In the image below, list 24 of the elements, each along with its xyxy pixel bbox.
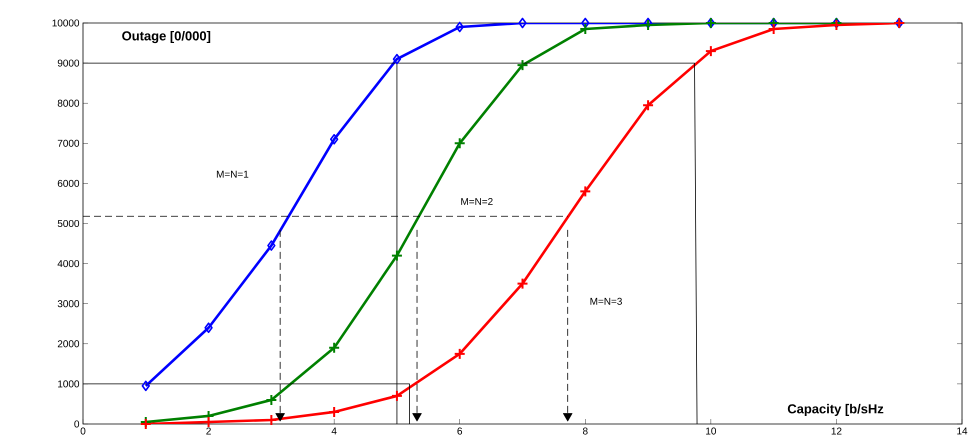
y-tick-label: 3000 xyxy=(58,300,80,308)
y-axis-title: Outage [0/000] xyxy=(122,30,210,44)
annotation: M=N=2 xyxy=(461,198,493,205)
x-tick-label: 14 xyxy=(957,428,968,434)
x-tick-label: 8 xyxy=(582,428,588,435)
x-tick-label: 12 xyxy=(832,428,842,434)
x-tick-label: 6 xyxy=(457,428,462,435)
y-tick-label: 6000 xyxy=(58,180,80,187)
x-tick-label: 2 xyxy=(206,428,211,434)
annotation: M=N=3 xyxy=(590,298,622,305)
y-tick-label: 9000 xyxy=(58,60,80,67)
y-tick-label: 2000 xyxy=(58,340,80,348)
y-tick-label: 10000 xyxy=(52,19,80,27)
y-tick-label: 8000 xyxy=(58,100,80,107)
x-tick-label: 0 xyxy=(80,428,86,435)
x-tick-label: 4 xyxy=(332,428,337,434)
annotation: M=N=1 xyxy=(216,170,248,178)
x-axis-title: Capacity [b/sHz xyxy=(788,404,884,416)
y-tick-label: 0 xyxy=(74,420,80,428)
x-tick-label: 10 xyxy=(706,428,716,435)
y-tick-label: 5000 xyxy=(58,220,80,228)
y-tick-label: 1000 xyxy=(58,380,80,388)
y-tick-label: 7000 xyxy=(58,140,80,147)
y-tick-label: 4000 xyxy=(58,260,80,268)
